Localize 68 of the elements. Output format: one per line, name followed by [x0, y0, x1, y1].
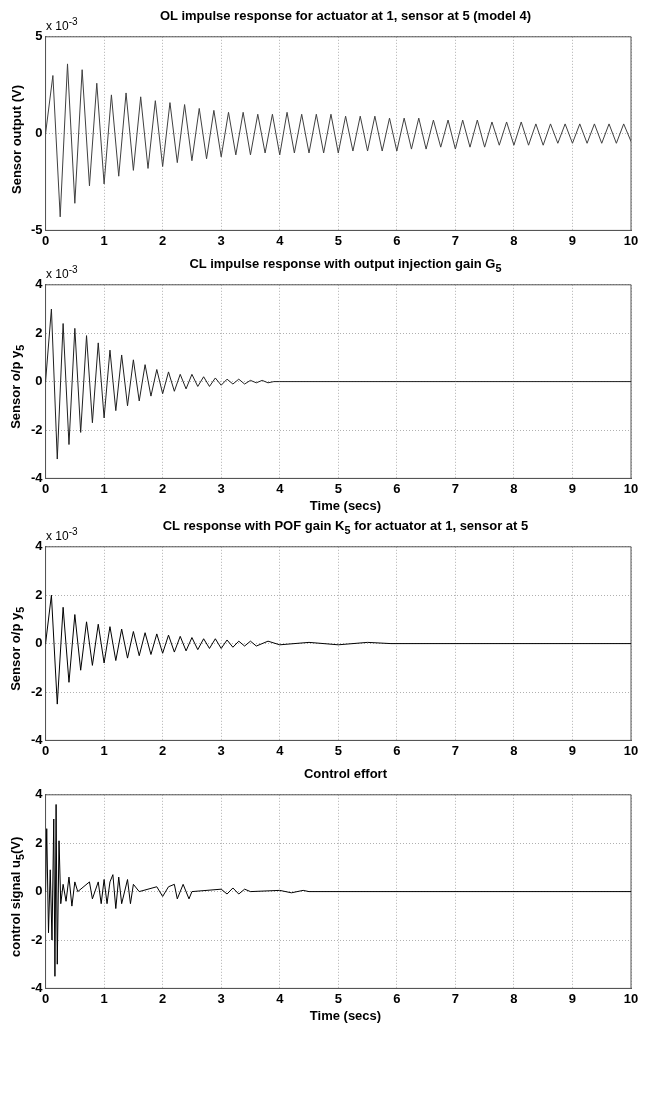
x-tick-label: 8: [510, 480, 518, 496]
y-tick-label: -5: [31, 221, 43, 237]
x-tick-label: 4: [276, 480, 285, 496]
text: x 10$^{-3}$: [46, 526, 78, 543]
x-tick-label: 7: [451, 742, 459, 758]
x-tick-label: 6: [393, 742, 401, 758]
y-tick-label: 2: [35, 586, 43, 602]
chart-title: CL impulse response with output injection gain G$_{5}$: [189, 256, 502, 274]
x-tick-label: 1: [100, 232, 108, 248]
x-tick-label: 10: [623, 990, 639, 1006]
y-tick-label: 4: [35, 786, 44, 802]
x-tick-label: 10: [623, 232, 639, 248]
y-tick-label: 5: [35, 28, 43, 44]
text: x 10$^{-3}$: [46, 264, 78, 281]
chart-title: OL impulse response for actuator at 1, sensor at 5 (model 4): [159, 8, 532, 23]
x-tick-label: 4: [276, 742, 285, 758]
y-tick-label: -2: [31, 931, 43, 947]
x-tick-label: 2: [159, 480, 167, 496]
x-tick-label: 2: [159, 990, 167, 1006]
x-tick-label: 10: [623, 742, 639, 758]
x-tick-label: 3: [217, 480, 225, 496]
x-tick-label: 1: [100, 480, 108, 496]
x-tick-label: 9: [568, 742, 577, 758]
x-tick-label: 5: [334, 742, 342, 758]
chart-title: CL response with POF gain K$_{5}$ for actuator at 1, sensor at 5: [162, 518, 529, 536]
x-tick-label: 2: [159, 232, 167, 248]
y-tick-label: -4: [31, 979, 44, 995]
x-tick-label: 8: [510, 742, 518, 758]
y-tick-label: 2: [35, 834, 43, 850]
x-tick-label: 8: [510, 990, 518, 1006]
chart-title: Control effort: [302, 766, 388, 781]
x-tick-label: 1: [100, 742, 108, 758]
y-tick-label: 4: [35, 276, 44, 292]
y-tick-label: 2: [35, 324, 43, 340]
x-axis-title: Time (secs): [308, 498, 383, 513]
x-tick-label: 5: [334, 480, 342, 496]
x-tick-label: 3: [217, 742, 225, 758]
y-tick-label: 0: [35, 125, 43, 141]
x-tick-label: 7: [451, 480, 459, 496]
y-tick-label: -4: [31, 469, 44, 485]
x-tick-label: 7: [451, 990, 459, 1006]
x-tick-label: 7: [451, 232, 459, 248]
text: x 10$^{-3}$: [46, 16, 78, 33]
y-tick-label: 0: [35, 883, 43, 899]
x-tick-label: 9: [568, 480, 577, 496]
x-tick-label: 5: [334, 232, 342, 248]
x-tick-label: 6: [393, 990, 401, 1006]
x-tick-label: 1: [100, 990, 108, 1006]
x-tick-label: 9: [568, 990, 577, 1006]
x-tick-label: 5: [334, 990, 342, 1006]
y-tick-label: -2: [31, 421, 43, 437]
x-axis-title: Time (secs): [308, 1008, 383, 1023]
y-tick-label: -2: [31, 683, 43, 699]
x-tick-label: 8: [510, 232, 518, 248]
x-tick-label: 4: [276, 232, 285, 248]
x-tick-label: 6: [393, 480, 401, 496]
x-tick-label: 2: [159, 742, 167, 758]
x-tick-label: 9: [568, 232, 577, 248]
x-tick-label: 6: [393, 232, 401, 248]
x-tick-label: 4: [276, 990, 285, 1006]
x-tick-label: 10: [623, 480, 639, 496]
y-tick-label: 4: [35, 538, 44, 554]
y-tick-label: -4: [31, 731, 44, 747]
y-axis-title: Sensor output (V): [9, 84, 25, 194]
x-tick-label: 3: [217, 990, 225, 1006]
x-tick-label: 3: [217, 232, 225, 248]
y-tick-label: 0: [35, 635, 43, 651]
y-tick-label: 0: [35, 373, 43, 389]
